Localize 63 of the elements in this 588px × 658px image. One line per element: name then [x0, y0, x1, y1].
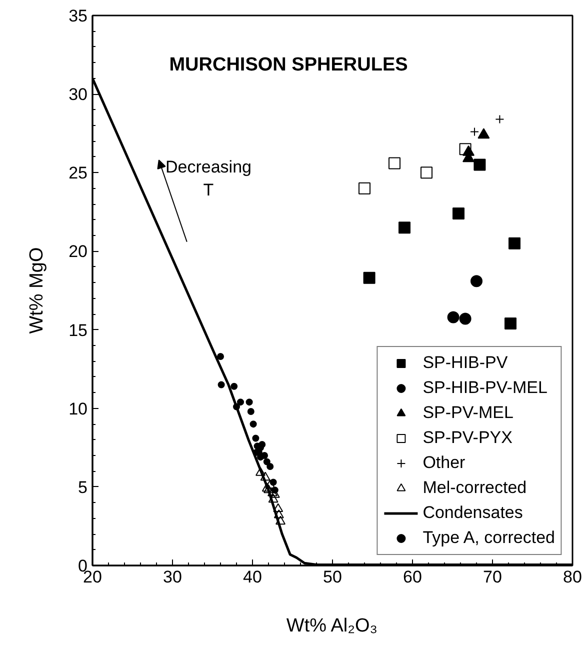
x-tick-label: 40	[243, 568, 262, 586]
legend-label: Condensates	[422, 503, 523, 523]
point	[470, 275, 482, 288]
x-tick-label: 50	[323, 568, 342, 586]
point	[273, 503, 284, 512]
point	[508, 237, 520, 250]
point	[217, 353, 224, 360]
point	[452, 208, 464, 220]
y-axis-title: Wt% MgO	[26, 247, 48, 334]
point	[233, 403, 240, 410]
y-tick-label: 25	[68, 164, 88, 183]
y-tick-label: 5	[78, 478, 88, 497]
legend-label: Other	[422, 453, 466, 473]
x-tick-label: 70	[483, 568, 502, 586]
point	[474, 158, 486, 171]
point	[447, 311, 460, 324]
point	[262, 482, 272, 492]
point	[264, 484, 274, 494]
point	[271, 486, 278, 494]
point	[388, 157, 400, 170]
point	[230, 382, 238, 390]
point	[247, 408, 254, 415]
x-tick-label: 80	[563, 568, 582, 586]
y-tick-label: 15	[68, 320, 88, 340]
point	[258, 441, 266, 448]
annotation: Decreasing T	[166, 158, 252, 200]
point	[459, 312, 472, 325]
point	[266, 463, 274, 470]
point	[276, 516, 286, 525]
point	[246, 398, 253, 406]
y-tick-label: 30	[68, 85, 88, 104]
point	[504, 318, 516, 330]
x-axis-title: Wt% Al₂O₃	[286, 616, 378, 636]
point	[260, 472, 270, 481]
point	[237, 398, 244, 406]
x-tick-label: 30	[163, 568, 182, 586]
y-tick-label: 20	[68, 242, 88, 262]
point	[263, 458, 270, 466]
legend-label: Mel-corrected	[422, 478, 527, 498]
point	[274, 510, 284, 518]
legend-label: SP-HIB-PV-MEL	[422, 378, 548, 398]
point	[252, 434, 260, 442]
point	[398, 222, 410, 234]
legend-label: SP-PV-MEL	[422, 403, 514, 423]
point	[420, 166, 432, 179]
point	[358, 182, 370, 194]
legend-label: SP-HIB-PV	[422, 353, 508, 373]
point	[459, 143, 472, 156]
text: MURCHISON SPHERULES	[169, 54, 408, 76]
point	[250, 420, 257, 428]
point	[218, 381, 225, 388]
legend-label: Type A, corrected	[422, 528, 555, 548]
point	[270, 478, 277, 486]
point	[257, 454, 264, 461]
y-tick-label: 10	[68, 399, 88, 418]
point	[256, 467, 266, 476]
point	[495, 114, 504, 124]
point	[363, 272, 376, 284]
y-tick-label: 35	[68, 6, 88, 26]
x-tick-label: 60	[403, 568, 422, 586]
point	[470, 127, 479, 136]
legend-label: SP-PV-PYX	[422, 428, 512, 448]
point	[268, 494, 278, 503]
